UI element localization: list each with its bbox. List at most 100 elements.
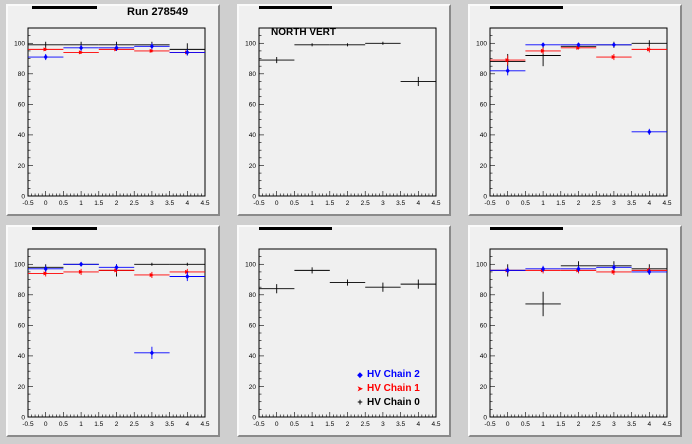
x-tick-label: 0.5	[521, 421, 530, 428]
y-tick-label: 20	[480, 384, 488, 391]
y-tick-label: 20	[480, 163, 488, 170]
x-tick-label: 1.5	[556, 421, 565, 428]
plot-frame	[489, 27, 668, 197]
point-chain0	[329, 279, 366, 286]
x-tick-label: 3.5	[627, 200, 636, 207]
point-chain2	[560, 42, 597, 48]
x-tick-label: 4	[647, 421, 651, 428]
pad-3: -0.5 0 0.5 1 1.5 2 2.5 3 3.5 4 4.5 0 20 40 60 80 100	[468, 4, 682, 216]
point-chain0	[400, 76, 436, 87]
x-tick-label: 3	[150, 200, 154, 207]
x-tick-label: 3.5	[396, 421, 405, 428]
point-chain0	[28, 41, 64, 48]
point-chain2	[28, 265, 64, 272]
pad-4: -0.5 0 0.5 1 1.5 2 2.5 3 3.5 4 4.5 0 20 40 60 80 100	[6, 225, 220, 437]
x-tick-label: 3.5	[165, 421, 174, 428]
y-tick-label: 80	[18, 71, 26, 78]
point-chain0	[329, 43, 366, 47]
pad-title-box	[490, 6, 563, 9]
x-tick-label: 2.5	[130, 421, 139, 428]
x-tick-label: 4.5	[200, 200, 209, 207]
x-tick-label: 4.5	[200, 421, 209, 428]
y-tick-label: 20	[18, 163, 26, 170]
run-label: Run 278549	[127, 6, 189, 18]
x-tick-label: 1.5	[556, 200, 565, 207]
x-tick-label: 3.5	[627, 421, 636, 428]
y-tick-label: 60	[18, 102, 26, 109]
x-tick-label: 1	[310, 421, 314, 428]
legend-label: HV Chain 2	[367, 369, 420, 380]
x-tick-label: 0	[506, 421, 510, 428]
point-chain1	[63, 268, 99, 275]
y-tick-label: 80	[480, 71, 488, 78]
point-chain0	[525, 291, 561, 317]
y-tick-label: 100	[476, 262, 487, 269]
north-vert-label: NORTH VERT	[271, 27, 336, 38]
point-chain1	[490, 55, 526, 65]
plot-frame	[489, 248, 668, 418]
x-tick-label: 3.5	[396, 200, 405, 207]
y-tick-label: 40	[480, 132, 488, 139]
pad-title-box	[490, 227, 563, 230]
legend-entry-chain2: ◆ HV Chain 2	[355, 369, 425, 383]
x-tick-label: 4	[185, 200, 189, 207]
y-tick-label: 40	[480, 353, 488, 360]
y-tick-label: 80	[249, 292, 257, 299]
y-tick-label: 0	[252, 414, 256, 421]
point-chain1	[631, 46, 667, 53]
x-tick-label: 3	[612, 421, 616, 428]
y-tick-label: 0	[21, 193, 25, 200]
pad-5: -0.5 0 0.5 1 1.5 2 2.5 3 3.5 4 4.5 0 20 40 60 80 100	[237, 225, 451, 437]
point-chain2	[28, 53, 64, 61]
x-tick-label: 2.5	[592, 421, 601, 428]
x-tick-label: 4.5	[662, 421, 671, 428]
x-tick-label: 2.5	[130, 200, 139, 207]
pad-title-box	[32, 227, 97, 230]
legend: ◆ HV Chain 2 ➤ HV Chain 1 + HV Chain 0	[355, 369, 425, 411]
diamond-marker-icon: ◆	[357, 372, 363, 379]
y-tick-label: 60	[249, 102, 257, 109]
x-tick-label: -0.5	[253, 421, 265, 428]
point-chain0	[631, 40, 667, 47]
x-tick-label: 4	[647, 200, 651, 207]
point-chain1	[525, 47, 561, 54]
point-chain2	[134, 43, 170, 50]
x-tick-label: 1	[310, 200, 314, 207]
y-tick-label: 40	[249, 132, 257, 139]
y-tick-label: 100	[245, 41, 256, 48]
y-tick-label: 80	[18, 292, 26, 299]
x-tick-label: 4.5	[431, 421, 440, 428]
x-tick-label: 2.5	[592, 200, 601, 207]
point-chain0	[294, 267, 330, 274]
plot-frame	[258, 248, 437, 418]
point-chain1	[134, 48, 170, 53]
x-tick-label: 1.5	[94, 200, 103, 207]
x-tick-label: 0.5	[521, 200, 530, 207]
x-tick-label: 1.5	[325, 421, 334, 428]
x-tick-label: 2	[115, 421, 119, 428]
point-chain2	[560, 265, 597, 272]
point-chain1	[63, 50, 99, 55]
y-tick-label: 0	[252, 193, 256, 200]
point-chain2	[631, 128, 667, 135]
y-tick-label: 100	[14, 41, 25, 48]
y-tick-label: 100	[245, 262, 256, 269]
x-tick-label: 3	[150, 421, 154, 428]
legend-label: HV Chain 1	[367, 383, 420, 394]
point-chain0	[294, 43, 330, 47]
pad-title-box	[32, 6, 97, 9]
x-tick-label: 3	[381, 200, 385, 207]
point-chain0	[400, 279, 436, 289]
point-chain1	[28, 47, 64, 52]
y-tick-label: 100	[14, 262, 25, 269]
y-tick-label: 20	[18, 384, 26, 391]
legend-label: HV Chain 0	[367, 397, 420, 408]
x-tick-label: 0.5	[59, 200, 68, 207]
x-tick-label: 1.5	[325, 200, 334, 207]
plot-frame	[258, 27, 437, 197]
